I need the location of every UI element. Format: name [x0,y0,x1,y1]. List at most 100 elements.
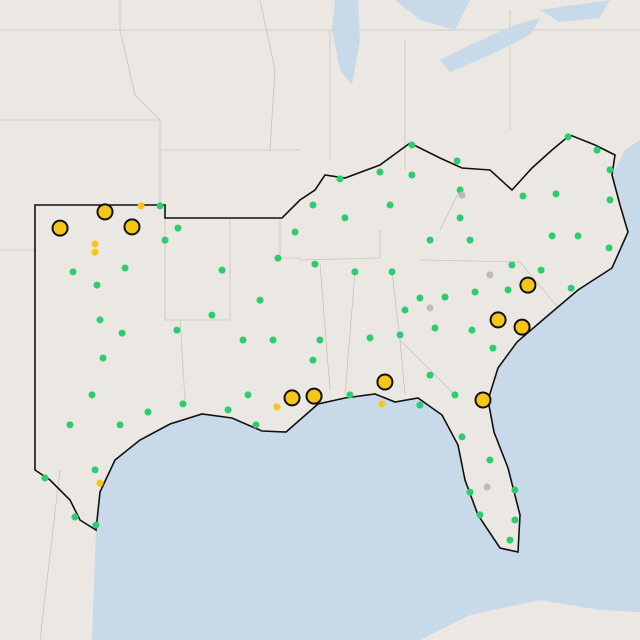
highlight-marker [123,218,141,236]
station-marker [118,329,126,337]
highlight-marker [305,387,323,405]
station-marker [552,190,560,198]
station-marker [309,356,317,364]
station-marker [458,191,466,199]
station-marker [161,236,169,244]
station-marker [431,324,439,332]
station-marker [273,403,281,411]
station-marker [346,391,354,399]
station-marker [458,433,466,441]
station-marker [366,334,374,342]
water [92,0,640,640]
station-marker [336,175,344,183]
station-marker [408,141,416,149]
station-marker [218,266,226,274]
station-marker [341,214,349,222]
station-marker [388,268,396,276]
station-marker [453,157,461,165]
station-marker [256,296,264,304]
station-marker [71,513,79,521]
station-marker [91,248,99,256]
highlight-marker [376,373,394,391]
station-marker [93,281,101,289]
station-marker [69,268,77,276]
station-marker [519,192,527,200]
station-marker [548,232,556,240]
station-marker [466,488,474,496]
station-marker [144,408,152,416]
station-marker [426,236,434,244]
station-marker [351,268,359,276]
station-marker [564,133,572,141]
markers [41,133,614,544]
station-marker [376,168,384,176]
station-marker [486,271,494,279]
station-marker [96,316,104,324]
station-marker [274,254,282,262]
station-marker [506,536,514,544]
station-marker [511,516,519,524]
station-marker [504,286,512,294]
station-marker [401,306,409,314]
island [420,600,640,640]
highlight-marker [474,391,492,409]
highlight-marker [283,389,301,407]
station-marker [378,400,386,408]
station-marker [441,293,449,301]
station-marker [208,311,216,319]
station-marker [456,214,464,222]
station-marker [309,201,317,209]
station-marker [91,466,99,474]
station-marker [174,224,182,232]
station-marker [224,406,232,414]
station-marker [537,266,545,274]
station-marker [511,486,519,494]
station-marker [416,401,424,409]
station-marker [239,336,247,344]
station-marker [396,331,404,339]
station-marker [173,326,181,334]
station-marker [96,479,104,487]
station-marker [244,391,252,399]
station-marker [156,202,164,210]
station-marker [311,260,319,268]
station-marker [179,400,187,408]
highlight-marker [51,219,69,237]
highlight-marker [489,311,507,329]
station-marker [471,288,479,296]
station-marker [606,196,614,204]
lake [332,0,360,85]
station-marker [91,240,99,248]
highlight-marker [519,276,537,294]
station-marker [291,228,299,236]
station-marker [386,201,394,209]
station-marker [269,336,277,344]
station-marker [41,474,49,482]
station-marker [408,171,416,179]
station-marker [116,421,124,429]
station-marker [489,344,497,352]
station-marker [99,354,107,362]
lake [395,0,610,72]
station-marker [508,261,516,269]
station-marker [66,421,74,429]
region-outline [34,134,629,553]
station-marker [426,304,434,312]
station-marker [451,391,459,399]
station-marker [137,202,145,210]
station-marker [574,232,582,240]
station-marker [483,483,491,491]
station-marker [606,166,614,174]
station-marker [416,294,424,302]
station-marker [252,421,260,429]
station-marker [426,371,434,379]
station-marker [567,284,575,292]
station-marker [316,336,324,344]
station-marker [486,456,494,464]
station-marker [466,236,474,244]
gulf-and-atlantic [92,140,640,640]
station-marker [92,521,100,529]
